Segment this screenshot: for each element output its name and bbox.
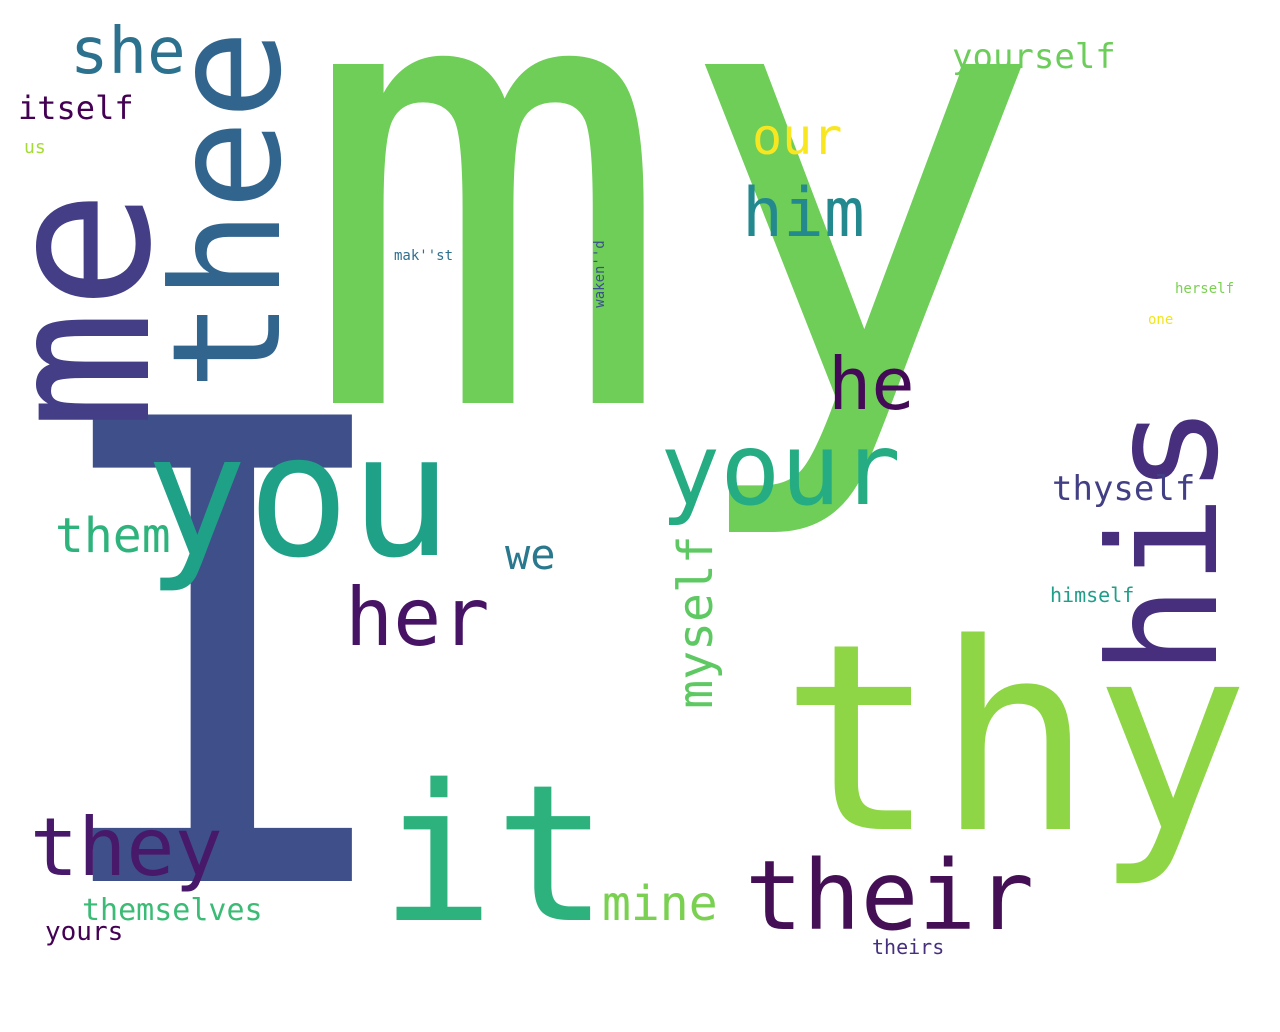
- word-himself: himself: [1050, 583, 1135, 607]
- word-I: I: [30, 287, 416, 1032]
- word-itself: itself: [18, 89, 134, 127]
- word-it: it: [380, 744, 609, 965]
- word-your: your: [660, 411, 901, 528]
- word-wakend: waken''d: [592, 240, 608, 308]
- word-one: one: [1148, 312, 1174, 328]
- word-thyself: thyself: [1052, 469, 1196, 509]
- word-myself: myself: [668, 535, 724, 709]
- word-yourself: yourself: [952, 37, 1116, 77]
- word-him: him: [742, 174, 865, 253]
- word-our: our: [752, 108, 843, 166]
- word-her: her: [345, 571, 490, 664]
- word-he: he: [828, 342, 915, 426]
- word-themselves: themselves: [82, 893, 263, 928]
- word-makst: mak''st: [394, 248, 454, 264]
- word-thy: thy: [780, 589, 1250, 891]
- word-they: they: [30, 801, 223, 894]
- word-yours: yours: [45, 917, 124, 947]
- word-mine: mine: [602, 876, 718, 932]
- word-we: we: [505, 530, 556, 579]
- word-she: she: [70, 15, 186, 89]
- word-you: you: [145, 398, 453, 596]
- word-us: us: [24, 137, 46, 158]
- word-theirs: theirs: [872, 935, 945, 959]
- word-them: them: [55, 508, 171, 564]
- word-my: my: [300, 0, 1047, 550]
- word-herself: herself: [1175, 281, 1235, 297]
- word-their: their: [745, 840, 1034, 952]
